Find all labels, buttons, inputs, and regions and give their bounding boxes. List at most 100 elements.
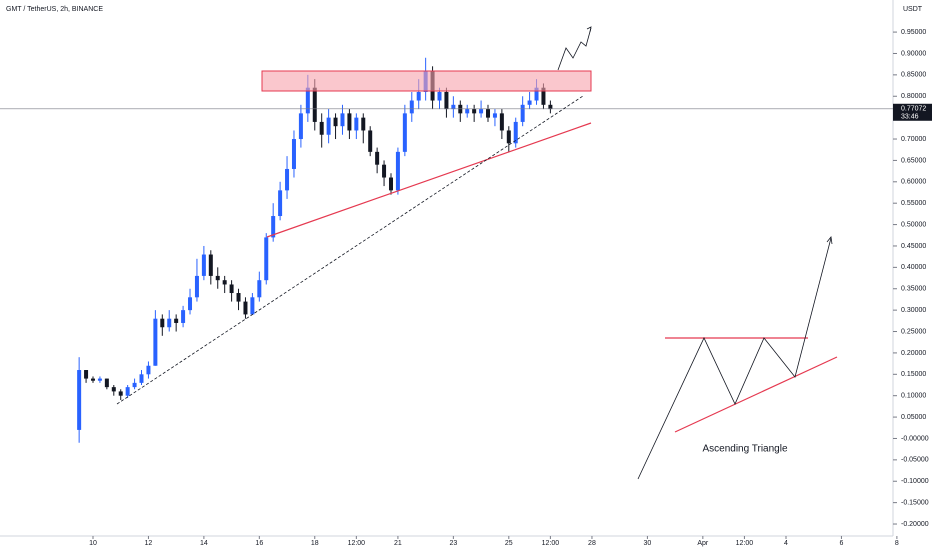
y-tick-label: 0.30000 (901, 307, 926, 314)
candle-body (250, 297, 255, 315)
arrow-head (586, 26, 592, 33)
candle-body (188, 297, 193, 311)
x-tick-label: 25 (505, 540, 513, 547)
y-tick-label: 0.40000 (901, 264, 926, 271)
candle-body (347, 113, 352, 131)
candle-body (236, 293, 241, 302)
candle-body (222, 280, 227, 285)
candle-body (298, 113, 303, 140)
axis-unit: USDT (903, 6, 923, 13)
dashed-trendline (116, 95, 584, 405)
candle-body (194, 275, 199, 298)
candle-body (104, 378, 109, 388)
resistance-zone (261, 70, 592, 92)
candle-body (91, 378, 96, 381)
candle-body (513, 121, 518, 144)
x-tick-label: 21 (394, 540, 402, 547)
x-tick-label: 14 (200, 540, 208, 547)
y-tick-label: 0.90000 (901, 50, 926, 57)
y-tick-label: 0.10000 (901, 393, 926, 400)
candle-body (361, 117, 366, 131)
y-tick-label: 0.55000 (901, 200, 926, 207)
candle-body (97, 378, 102, 381)
plot-area: 0.95000 0.90000 0.85000 0.80000 0.70000 0.650… (0, 29, 932, 547)
x-tick-label: 28 (588, 540, 596, 547)
candle-body (174, 318, 179, 323)
candle-body (409, 100, 414, 114)
candle-body (319, 121, 324, 135)
arrow-head (826, 236, 833, 245)
candle-body (548, 104, 553, 110)
countdown-label: 33:46 (901, 114, 919, 121)
candle-body (444, 91, 449, 110)
candle-body (264, 237, 269, 281)
candle-body (125, 387, 130, 396)
candle-body (340, 113, 345, 127)
candle-body (305, 87, 310, 114)
y-tick-label: -0.15000 (901, 499, 929, 506)
candle-body (229, 284, 234, 294)
candle-body (312, 87, 317, 122)
annotation: Ascending Triangle (702, 444, 787, 455)
candle-body (375, 151, 380, 165)
candle-body (499, 113, 504, 131)
y-tick-label: 0.60000 (901, 179, 926, 186)
candle-body (492, 113, 497, 118)
candle-body (437, 91, 442, 101)
y-tick-label: 0.95000 (901, 29, 926, 36)
candle-body (506, 130, 511, 144)
candle-body (111, 387, 116, 392)
candle-body (215, 275, 220, 281)
x-tick-label: 12 (145, 540, 153, 547)
y-tick-label: 0.85000 (901, 72, 926, 79)
x-tick-label: 23 (449, 540, 457, 547)
candle-body (416, 91, 421, 101)
candle-body (201, 254, 206, 276)
candle-body (388, 177, 393, 191)
candle-body (402, 113, 407, 152)
y-tick-label: 0.35000 (901, 286, 926, 293)
x-tick-label: 30 (644, 540, 652, 547)
y-tick-label: 0.50000 (901, 221, 926, 228)
candle-body (257, 280, 262, 298)
x-tick-label: 8 (895, 540, 899, 547)
y-tick-label: -0.00000 (901, 435, 929, 442)
x-tick-label: 18 (311, 540, 319, 547)
y-tick-label: -0.20000 (901, 521, 929, 528)
candle-body (534, 87, 539, 101)
candle-body (271, 216, 276, 238)
x-tick-label: 6 (839, 540, 843, 547)
candle-body (160, 318, 165, 328)
trendline (266, 122, 592, 238)
triangle-support (674, 356, 838, 433)
triangle-path (637, 237, 832, 480)
candle-body (520, 104, 525, 122)
y-tick-label: 0.80000 (901, 93, 926, 100)
candle-body (208, 254, 213, 276)
candle-body (285, 168, 290, 191)
candle-body (326, 117, 331, 135)
chart-title: GMT / TetherUS, 2h, BINANCE (6, 6, 103, 13)
candle-body (77, 370, 82, 430)
y-tick-label: 0.15000 (901, 371, 926, 378)
y-tick-label: -0.05000 (901, 457, 929, 464)
candle-body (181, 310, 186, 323)
candle-body (458, 104, 463, 114)
x-tick-label: 12:00 (348, 540, 366, 547)
last-price-tag (893, 103, 932, 121)
y-tick-label: -0.10000 (901, 478, 929, 485)
candle-body (291, 139, 296, 169)
candle-body (167, 318, 172, 328)
candle-body (132, 382, 137, 388)
candle-body (465, 109, 470, 114)
candle-body (479, 109, 484, 114)
candle-body (451, 104, 456, 110)
candle-body (243, 301, 248, 315)
candle-body (486, 109, 491, 118)
candle-body (472, 109, 477, 114)
candle-body (395, 151, 400, 191)
x-tick-label: Apr (697, 540, 709, 547)
projection-arrow (557, 27, 592, 71)
